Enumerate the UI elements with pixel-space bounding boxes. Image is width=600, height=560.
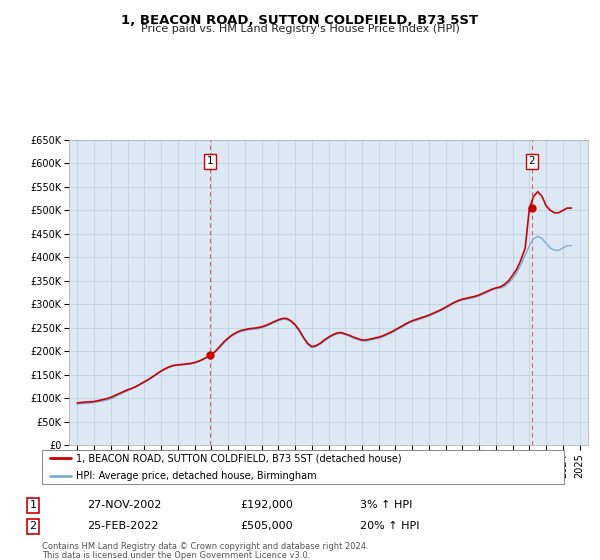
Text: 2: 2 xyxy=(29,521,37,531)
Text: 27-NOV-2002: 27-NOV-2002 xyxy=(87,500,161,510)
Text: 1, BEACON ROAD, SUTTON COLDFIELD, B73 5ST: 1, BEACON ROAD, SUTTON COLDFIELD, B73 5S… xyxy=(121,14,479,27)
Text: 3% ↑ HPI: 3% ↑ HPI xyxy=(360,500,412,510)
Text: 1: 1 xyxy=(29,500,37,510)
Text: 25-FEB-2022: 25-FEB-2022 xyxy=(87,521,158,531)
Text: 20% ↑ HPI: 20% ↑ HPI xyxy=(360,521,419,531)
Text: This data is licensed under the Open Government Licence v3.0.: This data is licensed under the Open Gov… xyxy=(42,551,310,560)
Text: £505,000: £505,000 xyxy=(240,521,293,531)
Text: Contains HM Land Registry data © Crown copyright and database right 2024.: Contains HM Land Registry data © Crown c… xyxy=(42,542,368,550)
Text: 1: 1 xyxy=(206,156,213,166)
Text: HPI: Average price, detached house, Birmingham: HPI: Average price, detached house, Birm… xyxy=(76,471,317,480)
Text: 1, BEACON ROAD, SUTTON COLDFIELD, B73 5ST (detached house): 1, BEACON ROAD, SUTTON COLDFIELD, B73 5S… xyxy=(76,454,401,463)
Text: 2: 2 xyxy=(529,156,535,166)
Text: £192,000: £192,000 xyxy=(240,500,293,510)
Text: Price paid vs. HM Land Registry's House Price Index (HPI): Price paid vs. HM Land Registry's House … xyxy=(140,24,460,34)
